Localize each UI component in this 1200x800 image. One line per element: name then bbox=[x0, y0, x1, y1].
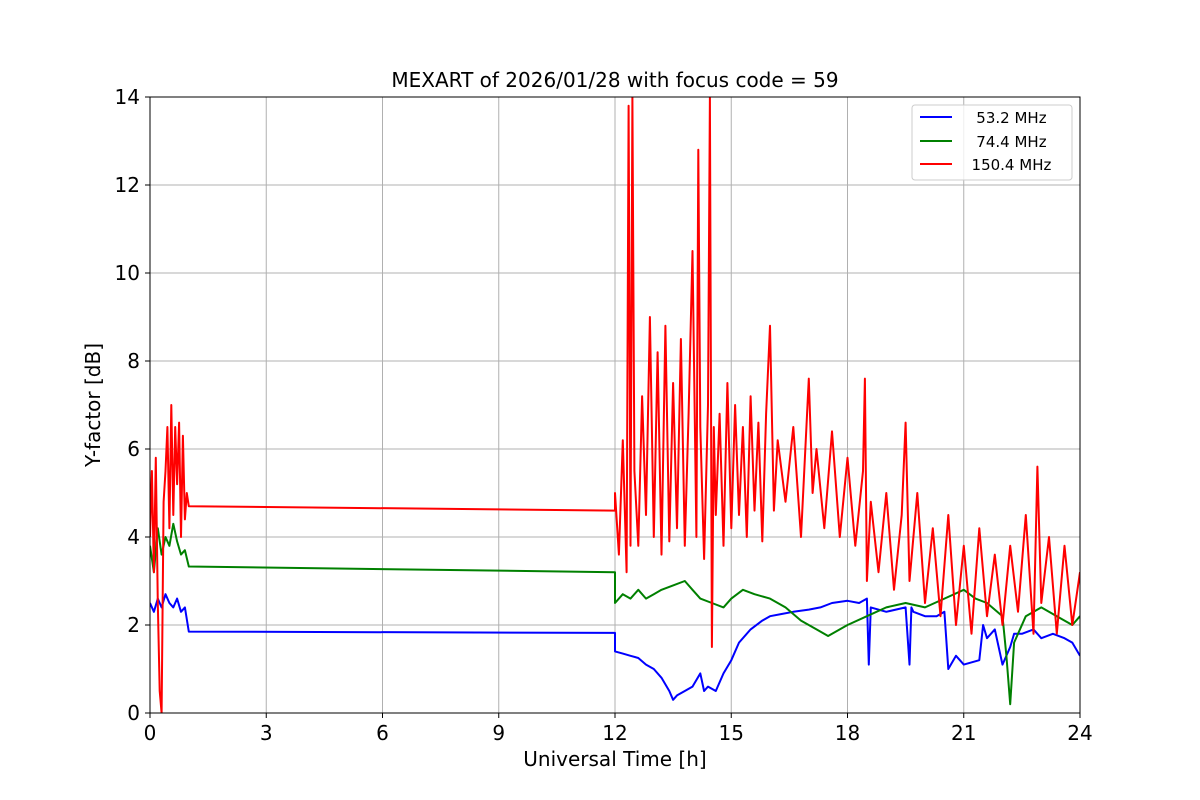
chart-title: MEXART of 2026/01/28 with focus code = 5… bbox=[391, 68, 838, 92]
x-tick-label: 18 bbox=[835, 721, 860, 745]
series-group bbox=[150, 97, 1080, 713]
legend-label-53-2: 53.2 MHz bbox=[962, 109, 1047, 127]
y-tick-label: 14 bbox=[115, 85, 140, 109]
legend-box bbox=[911, 104, 1073, 181]
legend-label-150-4: 150.4 MHz bbox=[962, 156, 1051, 174]
y-tick-label: 0 bbox=[127, 701, 140, 725]
x-tick-label: 12 bbox=[602, 721, 627, 745]
y-axis-label: Y-factor [dB] bbox=[81, 343, 105, 468]
x-tick-label: 21 bbox=[951, 721, 976, 745]
legend: 53.2 MHz 74.4 MHz 150.4 MHz bbox=[911, 104, 1073, 181]
series-line-53-2 bbox=[150, 593, 1080, 701]
x-tick-label: 9 bbox=[492, 721, 505, 745]
x-tick-label: 6 bbox=[376, 721, 389, 745]
legend-label-74-4: 74.4 MHz bbox=[962, 133, 1047, 151]
x-tick-label: 15 bbox=[719, 721, 744, 745]
x-tick-label: 0 bbox=[144, 721, 157, 745]
x-tick-label: 24 bbox=[1067, 721, 1092, 745]
y-tick-label: 10 bbox=[115, 261, 140, 285]
y-tick-label: 6 bbox=[127, 437, 140, 461]
x-axis-label: Universal Time [h] bbox=[523, 747, 706, 771]
series-line-74-4 bbox=[150, 522, 1080, 706]
series-line-150-4 bbox=[150, 97, 1080, 713]
y-tick-label: 4 bbox=[127, 525, 140, 549]
y-tick-label: 8 bbox=[127, 349, 140, 373]
x-tick-label: 3 bbox=[260, 721, 273, 745]
y-tick-label: 12 bbox=[115, 173, 140, 197]
y-tick-label: 2 bbox=[127, 613, 140, 637]
